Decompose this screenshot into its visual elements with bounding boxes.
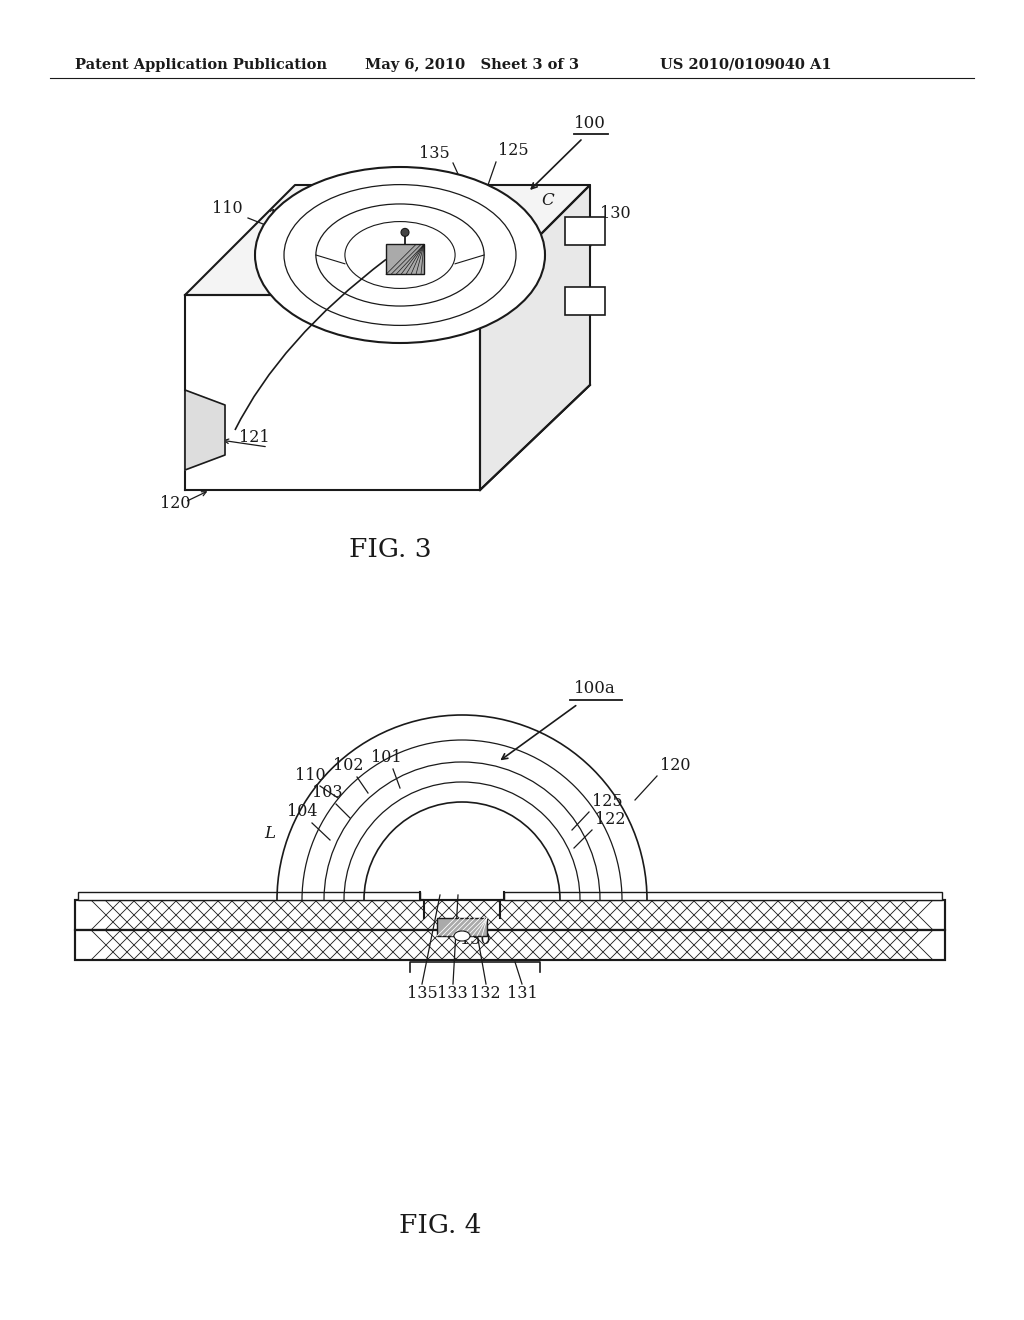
Bar [565, 286, 605, 315]
Text: 104: 104 [287, 803, 317, 820]
Text: 125: 125 [498, 143, 528, 158]
Bar [565, 216, 605, 246]
Text: 100: 100 [574, 115, 606, 132]
Text: 104: 104 [268, 209, 299, 226]
Text: Patent Application Publication: Patent Application Publication [75, 58, 327, 73]
Text: 131: 131 [507, 985, 538, 1002]
Polygon shape [185, 294, 480, 490]
Text: 132: 132 [470, 985, 501, 1002]
Bar [437, 917, 487, 936]
Bar [75, 900, 945, 931]
Ellipse shape [345, 222, 455, 289]
Text: 130: 130 [460, 931, 490, 948]
Text: L: L [264, 825, 275, 842]
Text: 103: 103 [311, 784, 342, 801]
Text: 120: 120 [160, 495, 190, 512]
Text: 122: 122 [595, 810, 626, 828]
Text: 102: 102 [348, 180, 379, 197]
Text: May 6, 2010   Sheet 3 of 3: May 6, 2010 Sheet 3 of 3 [365, 58, 579, 73]
Bar [78, 892, 420, 900]
Polygon shape [185, 185, 590, 294]
Text: 135: 135 [407, 985, 437, 1002]
Text: C: C [542, 191, 554, 209]
Text: FIG. 3: FIG. 3 [349, 537, 431, 562]
Text: 133: 133 [436, 985, 467, 1002]
Text: 135: 135 [419, 145, 450, 162]
Text: US 2010/0109040 A1: US 2010/0109040 A1 [660, 58, 831, 73]
Text: 121: 121 [240, 429, 270, 446]
Text: FIG. 4: FIG. 4 [398, 1213, 481, 1238]
Text: 110: 110 [295, 767, 326, 784]
Circle shape [401, 228, 409, 236]
Bar [386, 244, 424, 275]
Text: 101: 101 [380, 172, 411, 189]
Polygon shape [185, 389, 225, 470]
Text: 110: 110 [212, 201, 243, 216]
Text: 102: 102 [333, 756, 364, 774]
Polygon shape [480, 185, 590, 490]
Text: 130: 130 [600, 205, 631, 222]
Bar [504, 892, 942, 900]
Bar [75, 900, 945, 931]
Text: 100a: 100a [574, 680, 615, 697]
Bar [75, 931, 945, 960]
Ellipse shape [255, 168, 545, 343]
Ellipse shape [454, 931, 470, 941]
Text: 120: 120 [660, 756, 690, 774]
Text: 125: 125 [592, 793, 623, 810]
Bar [75, 931, 945, 960]
Text: 103: 103 [303, 191, 334, 209]
Text: 101: 101 [371, 748, 401, 766]
